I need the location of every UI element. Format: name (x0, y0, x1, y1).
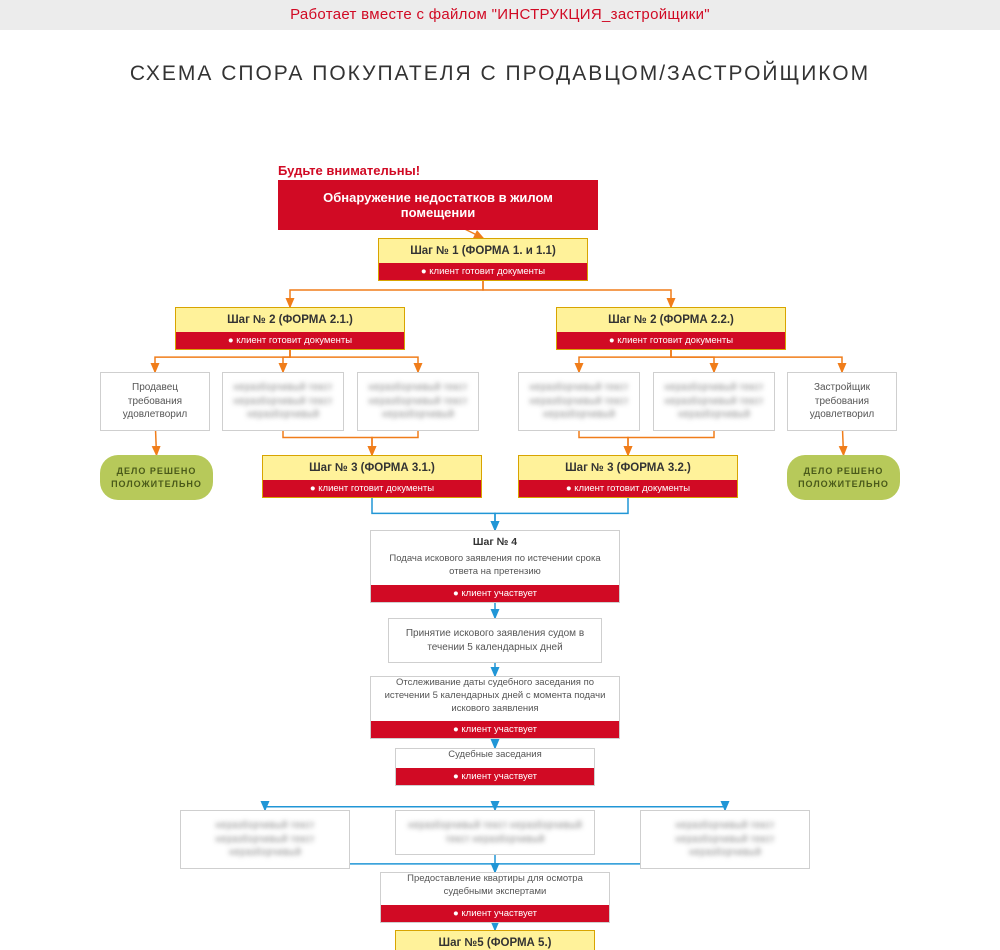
node-step3_2: Шаг № 3 (ФОРМА 3.2.)● клиент готовит док… (518, 455, 738, 498)
edge-step3_1-s4 (372, 493, 495, 530)
start-box: Обнаружение недостатков в жилом помещени… (278, 180, 598, 230)
node-p_b3: неразборчивый текст неразборчивый текст … (518, 372, 640, 431)
step-box: Шаг №5 (ФОРМА 5.)● клиент готовит докуме… (395, 930, 595, 950)
blurred-box: неразборчивый текст неразборчивый текст … (222, 372, 344, 431)
node-step2_1: Шаг № 2 (ФОРМА 2.1.)● клиент готовит док… (175, 307, 405, 350)
step-box: Шаг № 2 (ФОРМА 2.1.)● клиент готовит док… (175, 307, 405, 350)
main-title: СХЕМА СПОРА ПОКУПАТЕЛЯ С ПРОДАВЦОМ/ЗАСТР… (0, 62, 1000, 86)
white-step-body: Судебные заседания (396, 749, 594, 768)
white-step-head: Шаг № 4 (371, 531, 619, 553)
node-done_l: ДЕЛО РЕШЕНОПОЛОЖИТЕЛЬНО (100, 455, 213, 500)
edge-step3_2-s4 (495, 493, 628, 530)
blurred-box: неразборчивый текст неразборчивый текст … (653, 372, 775, 431)
step-head: Шаг №5 (ФОРМА 5.) (396, 931, 594, 950)
white-step-foot: ● клиент участвует (381, 905, 609, 922)
step-foot: ● клиент готовит документы (263, 480, 481, 497)
node-track: Отслеживание даты судебного заседания по… (370, 676, 620, 739)
node-b_ok: Застройщик требования удовлетворил (787, 372, 897, 431)
step-head: Шаг № 3 (ФОРМА 3.2.) (519, 456, 737, 480)
node-accept: Принятие искового заявления судом в тече… (388, 618, 602, 663)
plain-box: Принятие искового заявления судом в тече… (388, 618, 602, 663)
node-p_b4: неразборчивый текст неразборчивый текст … (653, 372, 775, 431)
white-step-foot: ● клиент участвует (396, 768, 594, 785)
white-step: Судебные заседания● клиент участвует (395, 748, 595, 786)
node-done_r: ДЕЛО РЕШЕНОПОЛОЖИТЕЛЬНО (787, 455, 900, 500)
step-head: Шаг № 1 (ФОРМА 1. и 1.1) (379, 239, 587, 263)
step-foot: ● клиент готовит документы (519, 480, 737, 497)
step-box: Шаг № 3 (ФОРМА 3.1.)● клиент готовит док… (262, 455, 482, 498)
node-hear: Судебные заседания● клиент участвует (395, 748, 595, 786)
warning-text: Будьте внимательны! (278, 163, 420, 178)
done-pill: ДЕЛО РЕШЕНОПОЛОЖИТЕЛЬНО (787, 455, 900, 500)
node-hb2: неразборчивый текст неразборчивый текст … (395, 810, 595, 855)
node-start: Обнаружение недостатков в жилом помещени… (278, 180, 598, 230)
header-text: Работает вместе с файлом "ИНСТРУКЦИЯ_зас… (290, 6, 710, 23)
step-foot: ● клиент готовит документы (557, 332, 785, 349)
step-head: Шаг № 3 (ФОРМА 3.1.) (263, 456, 481, 480)
node-p_b1: неразборчивый текст неразборчивый текст … (222, 372, 344, 431)
white-step-foot: ● клиент участвует (371, 721, 619, 738)
node-s4: Шаг № 4Подача искового заявления по исте… (370, 530, 620, 603)
blurred-box: неразборчивый текст неразборчивый текст … (395, 810, 595, 855)
node-step5: Шаг №5 (ФОРМА 5.)● клиент готовит докуме… (395, 930, 595, 950)
white-step: Предоставление квартиры для осмотра суде… (380, 872, 610, 923)
node-p_b2: неразборчивый текст неразборчивый текст … (357, 372, 479, 431)
white-step-body: Подача искового заявления по истечении с… (371, 553, 619, 585)
node-insp: Предоставление квартиры для осмотра суде… (380, 872, 610, 923)
done-pill: ДЕЛО РЕШЕНОПОЛОЖИТЕЛЬНО (100, 455, 213, 500)
white-step-body: Отслеживание даты судебного заседания по… (371, 677, 619, 721)
node-hb1: неразборчивый текст неразборчивый текст … (180, 810, 350, 869)
step-box: Шаг № 2 (ФОРМА 2.2.)● клиент готовит док… (556, 307, 786, 350)
step-foot: ● клиент готовит документы (379, 263, 587, 280)
node-step2_2: Шаг № 2 (ФОРМА 2.2.)● клиент готовит док… (556, 307, 786, 350)
step-foot: ● клиент готовит документы (176, 332, 404, 349)
plain-box: Застройщик требования удовлетворил (787, 372, 897, 431)
blurred-box: неразборчивый текст неразборчивый текст … (640, 810, 810, 869)
header-bar: Работает вместе с файлом "ИНСТРУКЦИЯ_зас… (0, 0, 1000, 30)
blurred-box: неразборчивый текст неразборчивый текст … (518, 372, 640, 431)
plain-box: Продавец требования удовлетворил (100, 372, 210, 431)
white-step: Шаг № 4Подача искового заявления по исте… (370, 530, 620, 603)
step-head: Шаг № 2 (ФОРМА 2.2.) (557, 308, 785, 332)
node-step3_1: Шаг № 3 (ФОРМА 3.1.)● клиент готовит док… (262, 455, 482, 498)
node-warn: Будьте внимательны! (278, 162, 420, 180)
white-step-body: Предоставление квартиры для осмотра суде… (381, 873, 609, 905)
step-head: Шаг № 2 (ФОРМА 2.1.) (176, 308, 404, 332)
node-step1: Шаг № 1 (ФОРМА 1. и 1.1)● клиент готовит… (378, 238, 588, 281)
node-p_ok: Продавец требования удовлетворил (100, 372, 210, 431)
white-step: Отслеживание даты судебного заседания по… (370, 676, 620, 739)
blurred-box: неразборчивый текст неразборчивый текст … (180, 810, 350, 869)
blurred-box: неразборчивый текст неразборчивый текст … (357, 372, 479, 431)
white-step-foot: ● клиент участвует (371, 585, 619, 602)
step-box: Шаг № 3 (ФОРМА 3.2.)● клиент готовит док… (518, 455, 738, 498)
node-hb3: неразборчивый текст неразборчивый текст … (640, 810, 810, 869)
step-box: Шаг № 1 (ФОРМА 1. и 1.1)● клиент готовит… (378, 238, 588, 281)
